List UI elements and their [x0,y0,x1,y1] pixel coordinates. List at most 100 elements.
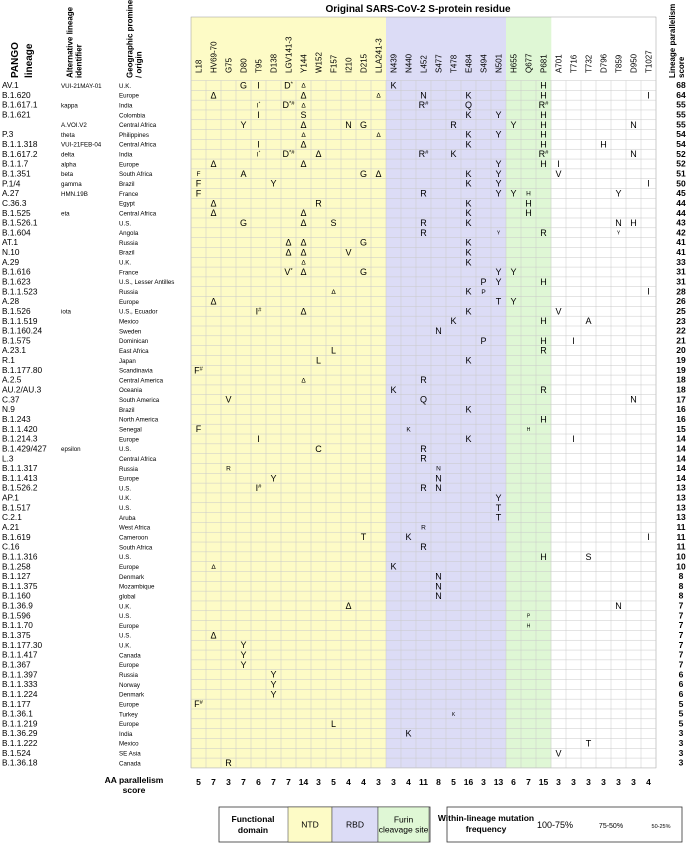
lineage-score: 5 [679,699,684,709]
lineage-score: 8 [679,591,684,601]
lineage-score: 54 [676,129,686,139]
mutation-cell: H [540,90,547,100]
lineage-name: B.1.1.523 [2,286,38,296]
lineage-score: 11 [677,532,686,542]
mutation-cell: Q [465,100,472,110]
aa-score: 3 [586,777,591,787]
mutation-cell: G [360,120,367,130]
table-row: B.1.1.224 Denmark 6 [2,689,684,699]
aa-score: 3 [316,777,321,787]
lineage-score: 45 [676,188,686,198]
lineage-score: 17 [676,394,686,404]
aa-score: 15 [539,777,549,787]
lineage-score: 13 [676,502,686,512]
mutation-cell: Δ [300,218,306,228]
lineage-name: C.2.1 [2,512,22,522]
lineage-name: B.1.1.318 [2,139,38,149]
geographic-origin: U.S. [119,554,131,561]
mutation-cell: Y [617,231,621,237]
lineage-score: 7 [679,610,684,620]
lineage-name: B.1.127 [2,571,31,581]
mutation-cell: Δ [210,90,216,100]
mutation-cell: Δ [300,120,306,130]
geographic-origin: U.S. [119,485,131,492]
lineage-score: 16 [676,414,686,424]
mutation-cell: K [465,355,471,365]
domain-legend-swatch [377,806,430,843]
lineage-name: P.1/4 [2,178,21,188]
lineage-name: B.1.1.417 [2,650,38,660]
geographic-origin: West Africa [119,525,151,532]
lineage-name: C.36.3 [2,198,27,208]
aa-score: 5 [196,777,201,787]
mutation-cell: I [257,434,260,444]
geographic-origin: Denmark [119,574,145,581]
lineage-name: A.21 [2,522,19,532]
residue-header: LLA241-3 [375,38,384,73]
table-row: B.1.623 U.S., Lesser Antilles 31 [2,277,686,287]
aa-score: 4 [346,777,351,787]
frequency-legend-label: 75-50% [599,823,623,830]
residue-header: D950 [630,53,639,73]
table-row: C.37 South America 17 [2,394,686,404]
mutation-cell: K [405,729,411,739]
mutation-cell: T [496,297,502,307]
mutation-cell: T [361,532,367,542]
lineage-score: 23 [676,316,686,326]
alt-identifier: iota [61,309,72,316]
mutation-cell: H [527,623,531,629]
residue-header: T732 [585,54,594,73]
mutation-cell: T [496,513,502,523]
lineage-name: B.1.1.333 [2,679,38,689]
table-row: A.23.1 East Africa 20 [2,345,686,355]
mutation-cell: V [225,395,231,405]
mutation-cell: N [435,326,442,336]
geographic-origin: Brazil [119,407,134,414]
residue-header: W152 [315,52,324,73]
lineage-score: 16 [676,404,686,414]
mutation-cell: R [420,228,427,238]
lineage-score: 19 [676,355,686,365]
mutation-cell: P [480,336,486,346]
mutation-cell: I [647,179,650,189]
geographic-origin: U.S., Lesser Antilles [119,279,174,286]
alt-identifier: VUI-21FEB-04 [61,142,102,149]
mutation-cell: K [452,712,456,718]
mutation-cell: H [527,427,531,433]
lineage-score: 7 [679,659,684,669]
aa-score: 5 [451,777,456,787]
lineage-name: A.28 [2,296,19,306]
mutation-cell: H [630,218,637,228]
table-row: B.1.620 Europe 64 [2,90,686,100]
table-row: B.1.1.333 Norway 6 [2,679,684,689]
lineage-name: B.1.1.397 [2,669,38,679]
mutation-cell: K [465,179,471,189]
domain-legend-swatch [331,806,379,843]
aa-score: 3 [226,777,231,787]
table-row: A.27 HMN.19B France 45 [2,188,686,198]
geographic-origin: U.K. [119,495,131,502]
table-row: B.1.1.420 Senegal 15 [2,424,686,434]
domain-band-ntd [296,17,312,768]
mutation-cell: Δ [345,601,351,611]
mutation-cell: Δ [210,630,216,640]
lineage-score: 52 [676,149,686,159]
lineage-score: 55 [676,110,686,120]
mutation-cell: K [465,198,471,208]
mutation-cell: N [615,218,622,228]
mutation-cell: Y [495,130,501,140]
lineage-name: A.2.5 [2,375,22,385]
aa-score: 4 [646,777,651,787]
mutation-cell: R [315,198,322,208]
alt-identifier: beta [61,171,74,178]
aa-score: 7 [286,777,291,787]
lineage-score: 42 [676,227,686,237]
domain-band-ntd [266,17,282,768]
geographic-origin: Europe [119,93,140,100]
mutation-cell: P [480,277,486,287]
geographic-origin: South Africa [119,544,153,551]
lineage-score: 26 [676,296,686,306]
geographic-origin: Senegal [119,427,142,434]
geographic-origin: Denmark [119,692,145,699]
lineage-name: B.1.177 [2,699,31,709]
